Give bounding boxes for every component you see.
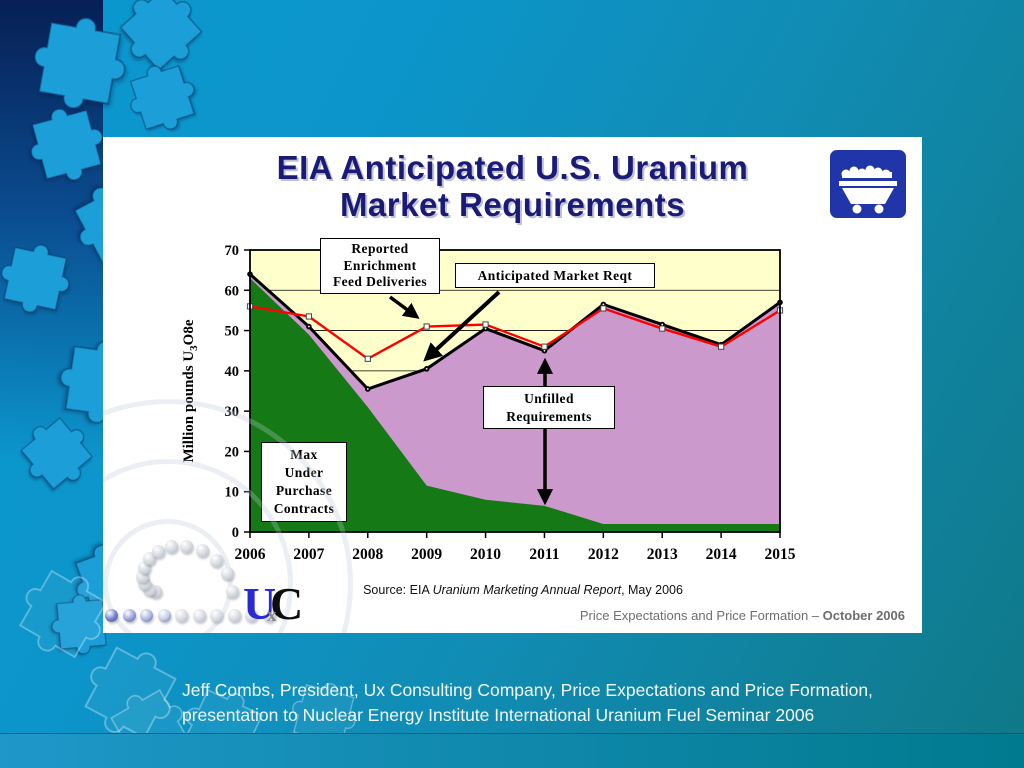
slide-content-area: EIA Anticipated U.S. Uranium Market Requ… bbox=[103, 137, 922, 633]
annotation-unfilled-requirements: Unfilled Requirements bbox=[483, 386, 615, 429]
svg-text:2014: 2014 bbox=[706, 546, 737, 563]
left-gradient-strip bbox=[0, 0, 103, 560]
annotation-anticipated-market-reqt: Anticipated Market Reqt bbox=[455, 263, 655, 288]
footer-note-text: Price Expectations and Price Formation – bbox=[579, 608, 823, 623]
attribution-caption: Jeff Combs, President, Ux Consulting Com… bbox=[182, 680, 873, 725]
annotation-line: Requirements bbox=[506, 408, 592, 424]
annotation-line: Anticipated Market Reqt bbox=[477, 268, 633, 283]
annotation-reported-enrichment: Reported Enrichment Feed Deliveries bbox=[320, 238, 440, 294]
source-report-title: Uranium Marketing Annual Report bbox=[432, 583, 622, 597]
page-title-line2: Market Requirements bbox=[339, 186, 686, 223]
svg-text:50: 50 bbox=[225, 324, 240, 340]
source-prefix: Source: EIA bbox=[363, 583, 433, 597]
svg-text:30: 30 bbox=[225, 404, 240, 420]
svg-text:0: 0 bbox=[232, 525, 239, 541]
annotation-line: Under bbox=[284, 465, 324, 480]
annotation-line: Purchase bbox=[275, 483, 333, 498]
page-title-line1: EIA Anticipated U.S. Uranium bbox=[276, 149, 749, 186]
svg-text:2006: 2006 bbox=[235, 546, 266, 563]
svg-text:2015: 2015 bbox=[765, 546, 796, 563]
annotation-line: Feed Deliveries bbox=[332, 274, 428, 289]
presentation-footer-note: Price Expectations and Price Formation –… bbox=[580, 608, 905, 623]
svg-text:Million pounds U3O8e: Million pounds U3O8e bbox=[181, 319, 200, 462]
svg-text:2009: 2009 bbox=[411, 546, 442, 563]
svg-text:2011: 2011 bbox=[529, 546, 559, 563]
svg-text:20: 20 bbox=[225, 444, 240, 460]
svg-text:40: 40 bbox=[225, 364, 240, 380]
svg-text:2010: 2010 bbox=[470, 546, 501, 563]
svg-text:2013: 2013 bbox=[647, 546, 678, 563]
source-note: Source: EIA Uranium Marketing Annual Rep… bbox=[283, 583, 763, 597]
uxc-logo-c: C bbox=[270, 578, 304, 629]
annotation-line: Reported bbox=[351, 241, 409, 256]
svg-text:2007: 2007 bbox=[293, 546, 324, 563]
annotation-line: Enrichment bbox=[343, 257, 417, 273]
mine-cart-icon bbox=[830, 150, 906, 218]
annotation-line: Unfilled bbox=[524, 391, 574, 406]
annotation-max-under-purchase-contracts: Max Under Purchase Contracts bbox=[261, 442, 347, 522]
bottom-accent-band bbox=[0, 733, 1024, 768]
uxc-logo: U x C bbox=[243, 578, 307, 631]
uxc-logo-x: x bbox=[267, 605, 277, 626]
svg-text:2012: 2012 bbox=[588, 546, 619, 563]
page-title: EIA Anticipated U.S. Uranium Market Requ… bbox=[103, 149, 922, 223]
uxc-logo-u: U bbox=[243, 578, 277, 629]
svg-text:70: 70 bbox=[225, 243, 240, 259]
annotation-line: Contracts bbox=[273, 501, 335, 516]
source-suffix: , May 2006 bbox=[621, 583, 683, 597]
svg-text:2008: 2008 bbox=[352, 546, 383, 563]
footer-note-date: October 2006 bbox=[822, 608, 905, 623]
annotation-line: Max bbox=[290, 447, 318, 462]
svg-text:60: 60 bbox=[225, 283, 240, 299]
svg-text:10: 10 bbox=[225, 485, 240, 501]
